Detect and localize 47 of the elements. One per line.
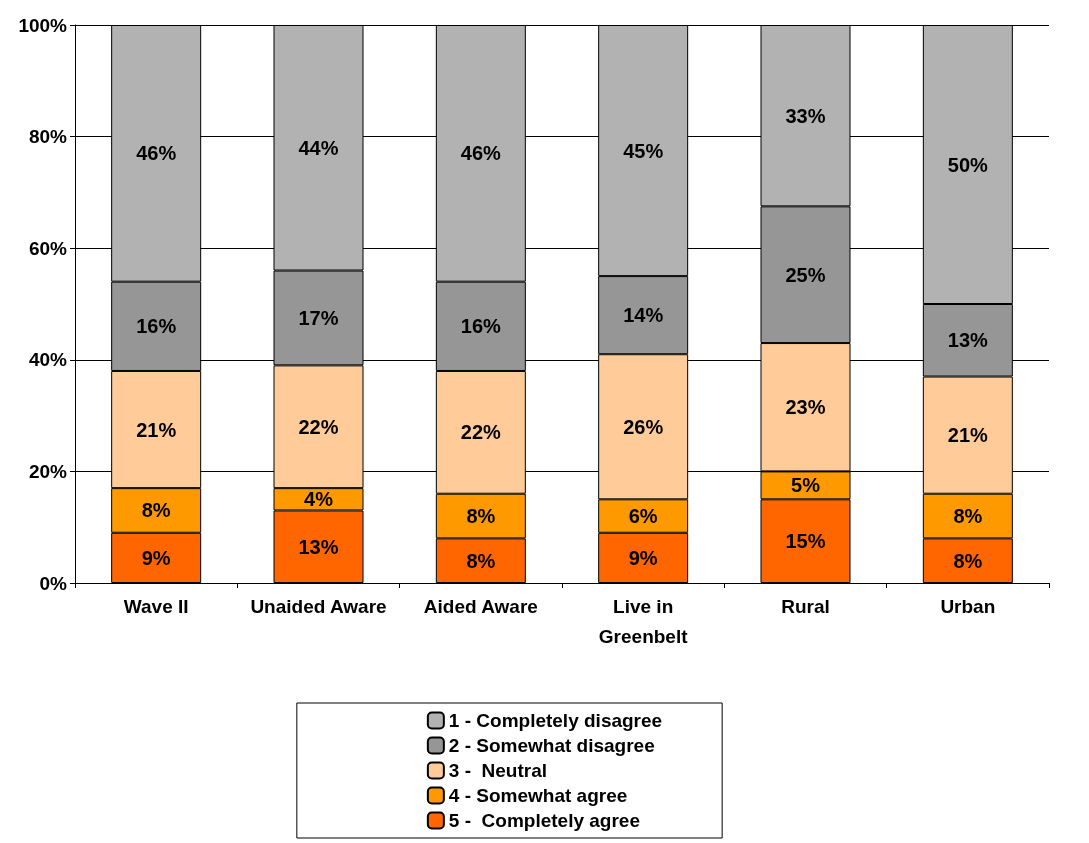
data-label: 46% [460, 142, 502, 165]
data-label: 45% [623, 139, 664, 162]
data-label: 6% [628, 505, 658, 528]
data-label: 8% [466, 505, 496, 528]
data-label: 21% [136, 418, 177, 441]
data-label: 5% [791, 474, 821, 497]
data-label: 46% [136, 142, 177, 165]
y-tick-label: 0% [39, 572, 68, 594]
legend-label: 5 - Completely agree [448, 810, 640, 831]
data-label: 14% [623, 304, 664, 327]
x-tick-label: Urban [940, 595, 996, 617]
data-label: 22% [460, 421, 502, 444]
data-label: 8% [141, 499, 171, 522]
data-label: 9% [141, 546, 171, 569]
y-tick-label: 80% [28, 126, 68, 148]
data-label: 15% [785, 530, 826, 553]
x-tick-label: Live in Greenbelt [598, 595, 689, 647]
data-label: 9% [628, 546, 658, 569]
data-label: 26% [623, 415, 664, 438]
data-label: 17% [298, 306, 339, 329]
data-label: 44% [298, 136, 339, 159]
y-tick-label: 40% [28, 349, 68, 371]
data-label: 25% [785, 263, 826, 286]
x-tick-label: Wave II [123, 595, 189, 617]
data-label: 8% [466, 549, 496, 572]
data-label: 23% [785, 396, 826, 419]
data-label: 16% [136, 315, 177, 338]
legend-label: 1 - Completely disagree [448, 710, 663, 731]
data-label: 8% [953, 505, 983, 528]
y-tick-label: 20% [28, 460, 68, 482]
data-label: 21% [947, 424, 989, 447]
data-label: 33% [785, 104, 826, 127]
data-label: 13% [298, 535, 339, 558]
legend-label: 4 - Somewhat agree [448, 785, 628, 806]
y-tick-label: 100% [18, 14, 68, 36]
legend-label: 2 - Somewhat disagree [448, 735, 655, 756]
y-tick-label: 60% [28, 237, 68, 259]
data-label: 13% [947, 329, 989, 352]
data-label: 8% [953, 549, 983, 572]
data-label: 22% [298, 415, 339, 438]
x-tick-label: Rural [781, 595, 830, 617]
data-label: 4% [304, 488, 334, 511]
x-tick-label: Unaided Aware [250, 595, 387, 617]
data-label: 50% [947, 153, 989, 176]
data-label: 16% [460, 315, 502, 338]
x-tick-label: Aided Aware [423, 595, 538, 617]
legend-label: 3 - Neutral [448, 760, 548, 781]
